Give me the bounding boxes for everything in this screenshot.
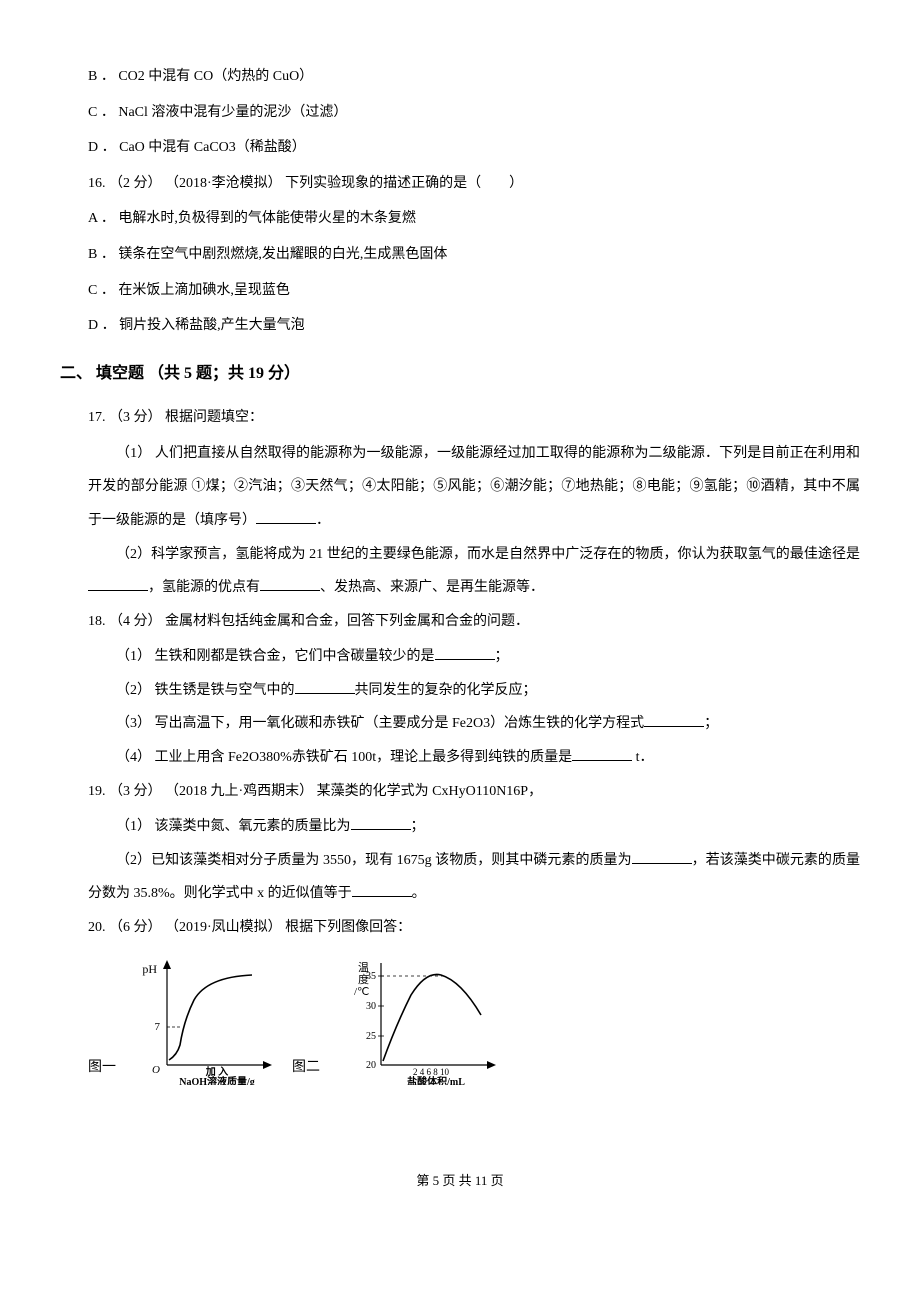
q18-s3: （3） 写出高温下，用一氧化碳和赤铁矿（主要成分是 Fe2O3）冶炼生铁的化学方… (60, 707, 860, 741)
fig1-origin: O (152, 1064, 160, 1076)
q18-s2-a: （2） 铁生锈是铁与空气中的 (116, 683, 295, 698)
q19-s1-a: （1） 该藻类中氮、氧元素的质量比为 (116, 819, 351, 834)
q17-p1-text-b: ． (316, 513, 330, 528)
q16-option-b: B ． 镁条在空气中剧烈燃烧,发出耀眼的白光,生成黑色固体 (60, 238, 860, 272)
q19-blank-2 (632, 850, 692, 864)
q17-blank-1 (256, 510, 316, 524)
fig2-ytick-25: 25 (366, 1031, 376, 1042)
q15-option-c: C ． NaCl 溶液中混有少量的泥沙（过滤） (60, 96, 860, 130)
q19-s2: （2）已知该藻类相对分子质量为 3550，现有 1675g 该物质，则其中磷元素… (60, 844, 860, 911)
fig2-ytick-20: 20 (366, 1060, 376, 1071)
fig1-ytick-7: 7 (155, 1021, 161, 1033)
section2-header: 二、 填空题 （共 5 题；共 19 分） (60, 355, 860, 393)
fig2-ytick-30: 30 (366, 1001, 376, 1012)
q18-s2: （2） 铁生锈是铁与空气中的 共同发生的复杂的化学反应； (60, 674, 860, 708)
q18-s1-a: （1） 生铁和刚都是铁合金，它们中含碳量较少的是 (116, 649, 435, 664)
q16-option-c: C ． 在米饭上滴加碘水,呈现蓝色 (60, 274, 860, 308)
q18-s4-b: t． (632, 750, 653, 765)
q18-blank-1 (435, 646, 495, 660)
q19-s1-b: ； (411, 819, 425, 834)
q18-s4: （4） 工业上用含 Fe2O380%赤铁矿石 100t，理论上最多得到纯铁的质量… (60, 741, 860, 775)
q18-blank-2 (295, 680, 355, 694)
q18-s1: （1） 生铁和刚都是铁合金，它们中含碳量较少的是 ； (60, 640, 860, 674)
q17-p2-text-b: ，氢能源的优点有 (148, 580, 260, 595)
q17-p1-text-a: （1） 人们把直接从自然取得的能源称为一级能源，一级能源经过加工取得的能源称为二… (88, 446, 860, 528)
q19-s1: （1） 该藻类中氮、氧元素的质量比为 ； (60, 810, 860, 844)
fig1-chart: pH 7 O 加 入 NaOH溶液质量/g (132, 955, 282, 1085)
q16-stem: 16. （2 分） （2018·李沧模拟） 下列实验现象的描述正确的是（ ） (60, 167, 860, 201)
figures-row: 图一 pH 7 O 加 入 NaOH溶液质量/g 图二 温 度 /℃ 35 30 (60, 955, 860, 1085)
q17-p1: （1） 人们把直接从自然取得的能源称为一级能源，一级能源经过加工取得的能源称为二… (60, 437, 860, 538)
q18-blank-3 (644, 713, 704, 727)
q17-p2: （2）科学家预言，氢能将成为 21 世纪的主要绿色能源，而水是自然界中广泛存在的… (60, 538, 860, 605)
fig2-ytick-35: 35 (366, 971, 376, 982)
q18-s3-a: （3） 写出高温下，用一氧化碳和赤铁矿（主要成分是 Fe2O3）冶炼生铁的化学方… (116, 716, 644, 731)
q18-s1-b: ； (495, 649, 509, 664)
fig2-label: 图二 (292, 1051, 320, 1085)
fig1-xlabel: NaOH溶液质量/g (179, 1075, 255, 1085)
fig2-chart: 温 度 /℃ 35 30 25 20 2 4 6 8 10 盐酸体积/mL (336, 955, 506, 1085)
q19-blank-3 (352, 883, 412, 897)
q19-blank-1 (351, 816, 411, 830)
q18-s3-b: ； (704, 716, 718, 731)
q18-s2-b: 共同发生的复杂的化学反应； (355, 683, 537, 698)
q17-p2-text-c: 、发热高、来源广、是再生能源等． (320, 580, 544, 595)
q20-stem: 20. （6 分） （2019·凤山模拟） 根据下列图像回答： (60, 911, 860, 945)
q18-s4-a: （4） 工业上用含 Fe2O380%赤铁矿石 100t，理论上最多得到纯铁的质量… (116, 750, 572, 765)
q15-option-d: D ． CaO 中混有 CaCO3（稀盐酸） (60, 131, 860, 165)
q19-stem: 19. （3 分） （2018 九上·鸡西期末） 某藻类的化学式为 CxHyO1… (60, 775, 860, 809)
q17-p2-text-a: （2）科学家预言，氢能将成为 21 世纪的主要绿色能源，而水是自然界中广泛存在的… (116, 547, 860, 562)
q16-option-d: D ． 铜片投入稀盐酸,产生大量气泡 (60, 309, 860, 343)
q18-blank-4 (572, 747, 632, 761)
fig2-xlabel: 盐酸体积/mL (407, 1075, 465, 1085)
q19-s2-c: 。 (412, 886, 426, 901)
q16-option-a: A ． 电解水时,负极得到的气体能使带火星的木条复燃 (60, 202, 860, 236)
q19-s2-a: （2）已知该藻类相对分子质量为 3550，现有 1675g 该物质，则其中磷元素… (116, 853, 632, 868)
fig1-ylabel: pH (142, 962, 157, 976)
q15-option-b: B ． CO2 中混有 CO（灼热的 CuO） (60, 60, 860, 94)
q18-stem: 18. （4 分） 金属材料包括纯金属和合金，回答下列金属和合金的问题． (60, 605, 860, 639)
fig1-label: 图一 (88, 1051, 116, 1085)
page-footer: 第 5 页 共 11 页 (60, 1165, 860, 1196)
q17-stem: 17. （3 分） 根据问题填空： (60, 401, 860, 435)
fig2-yunit: /℃ (354, 986, 369, 998)
q17-blank-3 (260, 577, 320, 591)
fig2-xticks: 2 4 6 8 10 (413, 1067, 450, 1077)
q17-blank-2 (88, 577, 148, 591)
